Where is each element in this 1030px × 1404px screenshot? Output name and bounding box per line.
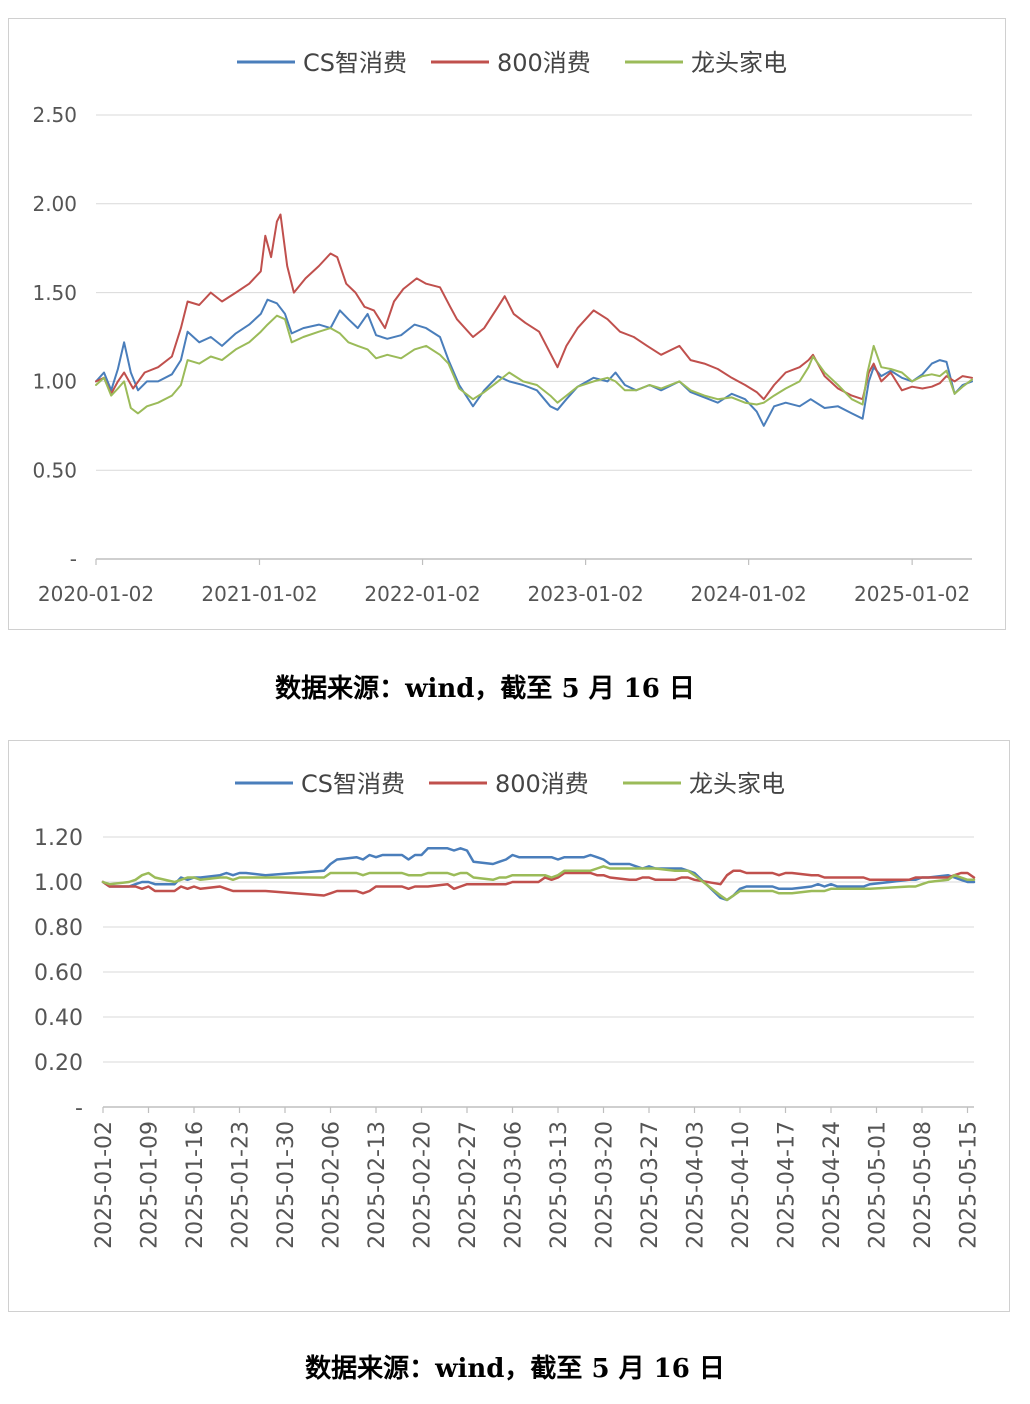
y-tick-label: 0.40 — [34, 1006, 83, 1031]
x-tick-label: 2025-03-20 — [592, 1121, 617, 1249]
y-tick-label: 0.60 — [34, 961, 83, 986]
x-tick-label: 2021-01-02 — [201, 582, 317, 606]
x-tick-label: 2025-04-03 — [683, 1121, 708, 1249]
legend-label: CS智消费 — [303, 49, 407, 77]
source-note-2: 数据来源：wind，截至 5 月 16 日 — [305, 1354, 725, 1384]
y-tick-label: 0.50 — [32, 458, 77, 482]
x-tick-label: 2025-02-27 — [456, 1121, 481, 1249]
source-note-1: 数据来源：wind，截至 5 月 16 日 — [275, 674, 695, 704]
series-line-800消费 — [95, 213, 973, 401]
x-tick-label: 2025-02-06 — [319, 1121, 344, 1249]
y-tick-label: 0.20 — [34, 1051, 83, 1076]
series-line-CS智消费 — [101, 847, 976, 902]
x-tick-label: 2025-01-30 — [274, 1121, 299, 1249]
x-tick-label: 2025-01-02 — [92, 1121, 117, 1249]
x-tick-label: 2025-03-13 — [547, 1121, 572, 1249]
legend-label: 800消费 — [497, 49, 591, 77]
x-tick-label: 2023-01-02 — [527, 582, 643, 606]
y-tick-label: 1.50 — [32, 281, 77, 305]
x-tick-label: 2025-02-13 — [365, 1121, 390, 1249]
x-tick-label: 2025-02-20 — [410, 1121, 435, 1249]
x-tick-label: 2025-03-06 — [501, 1121, 526, 1249]
x-tick-label: 2025-04-24 — [820, 1121, 845, 1249]
legend-label: 800消费 — [495, 770, 589, 798]
y-tick-label: - — [70, 547, 77, 571]
legend-label: 龙头家电 — [689, 770, 785, 798]
y-tick-label: 1.00 — [32, 370, 77, 394]
series-line-CS智消费 — [95, 298, 973, 427]
legend-label: 龙头家电 — [691, 49, 787, 77]
x-tick-label: 2025-01-02 — [854, 582, 970, 606]
line-chart-2025-ytd: - 0.20 0.40 0.60 0.80 1.00 1.20 2025-01-02 2025-… — [34, 770, 981, 1249]
x-tick-label: 2025-05-08 — [911, 1121, 936, 1249]
y-tick-label: 1.00 — [34, 871, 83, 896]
chart-panel-ytd: - 0.20 0.40 0.60 0.80 1.00 1.20 2025-01-02 2025-… — [8, 740, 1010, 1312]
line-chart-2020-2025: - 0.50 1.00 1.50 2.00 2.50 2020-01-02 2021-01-0… — [32, 49, 973, 606]
x-tick-label: 2024-01-02 — [691, 582, 807, 606]
y-tick-label: 2.50 — [32, 103, 77, 127]
series-line-龙头家电 — [101, 865, 976, 902]
chart-panel-long-term: - 0.50 1.00 1.50 2.00 2.50 2020-01-02 2021-01-0… — [8, 18, 1006, 630]
x-tick-label: 2025-04-17 — [774, 1121, 799, 1249]
x-tick-label: 2025-03-27 — [638, 1121, 663, 1249]
y-tick-label: 1.20 — [34, 826, 83, 851]
y-tick-label: 0.80 — [34, 916, 83, 941]
x-tick-label: 2020-01-02 — [38, 582, 154, 606]
x-tick-label: 2022-01-02 — [364, 582, 480, 606]
x-tick-label: 2025-01-09 — [137, 1121, 162, 1249]
legend-label: CS智消费 — [301, 770, 405, 798]
series-line-龙头家电 — [95, 314, 973, 415]
x-tick-label: 2025-01-16 — [183, 1121, 208, 1249]
y-tick-label: - — [75, 1096, 83, 1121]
y-tick-label: 2.00 — [32, 192, 77, 216]
x-tick-label: 2025-01-23 — [228, 1121, 253, 1249]
x-tick-label: 2025-05-01 — [865, 1121, 890, 1249]
series-line-800消费 — [101, 869, 976, 897]
x-tick-label: 2025-04-10 — [729, 1121, 754, 1249]
x-tick-label: 2025-05-15 — [956, 1121, 981, 1249]
